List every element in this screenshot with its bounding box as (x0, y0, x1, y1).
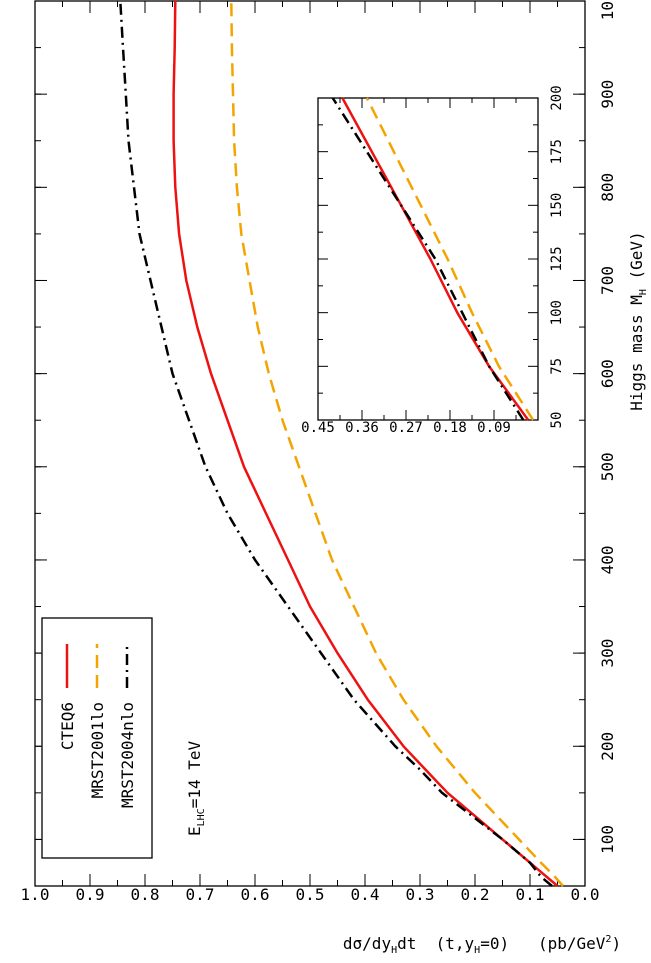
y-axis-label-sub1: H (391, 945, 397, 956)
series-line-mrst2001lo (230, 0, 564, 887)
legend: CTEQ6 MRST2001lo MRST2004nlo (41, 617, 153, 859)
y-tick-label: 0.0 (571, 885, 600, 904)
y-tick-label: 0.7 (186, 885, 215, 904)
main-x-tick-labels: 100 200 300 400 500 600 700 800 900 1000 (598, 0, 617, 854)
y-tick-label: 1.0 (21, 885, 50, 904)
x-tick-label: 800 (598, 173, 617, 202)
inset-plot-frame (317, 97, 539, 421)
series-line-mrst2001lo (365, 97, 535, 421)
y-axis-label-pre: dσ/dy (343, 934, 392, 953)
main-y-tick-labels: 0.0 0.1 0.2 0.3 0.4 0.5 0.6 0.7 0.8 0.9 1.0 (21, 885, 600, 904)
energy-annotation-pre: E (185, 826, 204, 836)
x-tick-label: 150 (549, 193, 565, 218)
x-tick-label: 200 (549, 85, 565, 110)
energy-annotation-post: =14 TeV (185, 741, 204, 809)
x-tick-label: 200 (598, 732, 617, 761)
main-axis-ticks (34, 0, 586, 887)
y-tick-label: 0.4 (351, 885, 380, 904)
y-axis-label-sub2: H (474, 945, 480, 956)
y-tick-label: 0.45 (301, 420, 335, 436)
x-tick-label: 500 (598, 452, 617, 481)
x-tick-label: 400 (598, 545, 617, 574)
y-tick-label: 0.18 (433, 420, 467, 436)
x-tick-label: 100 (598, 825, 617, 854)
inset-x-tick-labels: 50 75 100 125 150 175 200 (549, 85, 565, 428)
y-axis-label-post: =0) (pb/GeV (480, 934, 606, 953)
energy-annotation: ELHC=14 TeV (185, 741, 207, 837)
y-tick-label: 0.2 (461, 885, 490, 904)
y-tick-label: 0.36 (345, 420, 379, 436)
y-tick-label: 0.8 (131, 885, 160, 904)
y-tick-label: 0.1 (516, 885, 545, 904)
x-tick-label: 125 (549, 246, 565, 271)
inset-axis-ticks (317, 97, 538, 421)
y-axis-label-end: ) (611, 934, 621, 953)
legend-box (41, 617, 153, 859)
inset-series-group (331, 97, 535, 421)
y-tick-label: 0.5 (296, 885, 325, 904)
x-axis-label-main: Higgs mass M (627, 295, 646, 411)
energy-annotation-sub: LHC (196, 808, 207, 826)
legend-label-cteq6: CTEQ6 (58, 702, 77, 750)
series-line-mrst2004nlo (331, 97, 525, 421)
x-tick-label: 175 (549, 139, 565, 164)
y-tick-label: 0.27 (389, 420, 423, 436)
y-tick-label: 0.3 (406, 885, 435, 904)
y-axis-label: dσ/dyHdt (t,yH=0) (pb/GeV2) (343, 934, 621, 956)
x-tick-label: 100 (549, 300, 565, 325)
main-series-group (119, 0, 564, 887)
y-tick-label: 0.09 (477, 420, 511, 436)
series-line-mrst2004nlo (119, 0, 553, 887)
x-axis-label: Higgs mass MH (GeV) (627, 231, 649, 410)
x-tick-label: 50 (549, 412, 565, 429)
y-tick-label: 0.6 (241, 885, 270, 904)
x-tick-label: 700 (598, 266, 617, 295)
y-axis-label-sup: 2 (605, 934, 611, 945)
x-tick-label: 600 (598, 359, 617, 388)
y-tick-label: 0.9 (76, 885, 105, 904)
x-tick-label: 300 (598, 639, 617, 668)
legend-label-mrst2004nlo: MRST2004nlo (118, 702, 137, 808)
y-axis-label-mid: dt (t,y (397, 934, 474, 953)
series-line-cteq6 (172, 0, 559, 887)
legend-label-mrst2001lo: MRST2001lo (88, 702, 107, 798)
x-tick-label: 900 (598, 80, 617, 109)
x-axis-label-unit: (GeV) (627, 231, 646, 289)
inset-y-tick-labels: 0.09 0.18 0.27 0.36 0.45 (301, 420, 511, 436)
x-tick-label: 1000 (598, 0, 617, 20)
x-tick-label: 75 (549, 358, 565, 375)
x-axis-label-sub: H (638, 289, 649, 295)
